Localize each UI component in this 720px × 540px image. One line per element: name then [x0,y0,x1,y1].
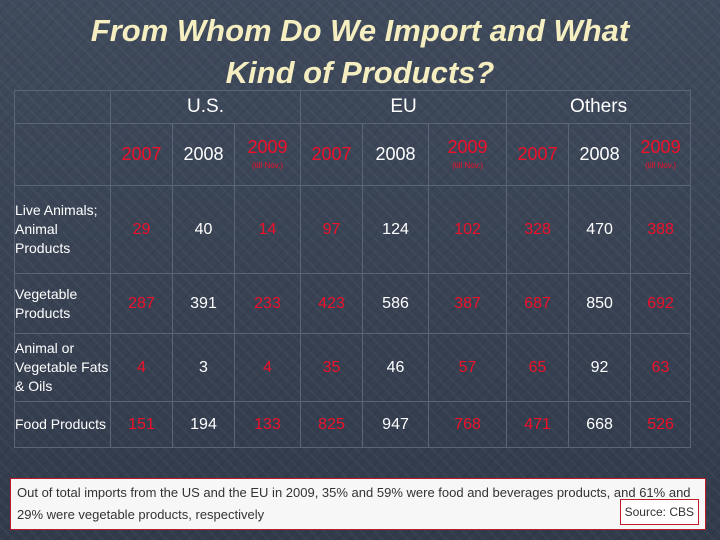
year-label: 2007 [311,144,352,164]
year-label: 2008 [579,144,620,164]
year-label: 2007 [517,144,558,164]
year-label: 2009 [247,137,288,157]
value-cell: 3 [172,333,235,402]
title-line-1: From Whom Do We Import and What [90,13,630,48]
region-header-eu: EU [300,90,508,124]
year-label: 2008 [375,144,416,164]
value-cell: 92 [568,333,632,402]
year-header: 2007 [110,123,173,186]
value-cell: 526 [630,401,692,448]
value-cell: 423 [300,273,364,334]
table-row: Food Products 151 194 133 825 947 768 471 668 526 [14,401,692,448]
value-cell: 233 [233,273,302,334]
value-cell: 29 [110,185,173,274]
footnote-box: Out of total imports from the US and the… [10,478,706,530]
row-label: Live Animals; Animal Products [14,185,111,274]
value-cell: 133 [233,401,302,448]
year-sublabel: (till Nov.) [452,161,484,170]
year-header-row: 2007 2008 2009 (till Nov.) 2007 2008 2009 (till… [14,123,692,186]
region-header-us: U.S. [109,90,302,124]
year-header: 2008 [172,123,235,186]
year-header: 2009 (till Nov.) [630,123,692,186]
value-cell: 63 [630,333,692,402]
value-cell: 947 [362,401,430,448]
table-row: Vegetable Products 287 391 233 423 586 387 687 8… [14,273,692,334]
year-sublabel: (till Nov.) [252,161,283,170]
table-row: Live Animals; Animal Products 29 40 14 97 124… [14,185,692,274]
value-cell: 850 [568,273,632,334]
slide-title: From Whom Do We Import and What Kind of … [0,10,720,94]
value-cell: 124 [362,185,430,274]
value-cell: 151 [110,401,173,448]
value-cell: 65 [506,333,570,402]
region-header-others: Others [506,90,692,124]
value-cell: 387 [428,273,508,334]
year-label: 2007 [121,144,162,164]
corner-cell [14,90,111,124]
value-cell: 825 [300,401,364,448]
imports-table: U.S. EU Others 2007 2008 2009 (till Nov.) 20… [14,90,692,448]
value-cell: 471 [506,401,570,448]
year-sublabel: (till Nov.) [645,161,677,170]
source-label: Source: CBS [619,499,699,525]
year-label: 2008 [183,144,224,164]
year-header: 2008 [568,123,632,186]
year-header: 2007 [300,123,364,186]
year-label: 2009 [447,137,488,157]
value-cell: 194 [172,401,235,448]
title-line-2: Kind of Products? [225,55,495,90]
value-cell: 328 [506,185,570,274]
year-header: 2009 (till Nov.) [233,123,302,186]
year-header: 2009 (till Nov.) [428,123,508,186]
value-cell: 40 [172,185,235,274]
value-cell: 586 [362,273,430,334]
value-cell: 388 [630,185,692,274]
value-cell: 470 [568,185,632,274]
value-cell: 46 [362,333,430,402]
table-body: Live Animals; Animal Products 29 40 14 97 124… [14,185,692,448]
table-row: Animal or Vegetable Fats & Oils 4 3 4 35 46 57… [14,333,692,402]
year-header: 2007 [506,123,570,186]
value-cell: 4 [110,333,173,402]
value-cell: 14 [233,185,302,274]
value-cell: 287 [110,273,173,334]
value-cell: 57 [428,333,508,402]
region-header-row: U.S. EU Others [14,90,692,124]
year-label: 2009 [640,137,681,157]
corner-cell-2 [14,123,111,186]
footnote-text: Out of total imports from the US and the… [17,485,691,522]
value-cell: 4 [233,333,302,402]
value-cell: 35 [300,333,364,402]
row-label: Animal or Vegetable Fats & Oils [14,333,111,402]
value-cell: 768 [428,401,508,448]
value-cell: 97 [300,185,364,274]
value-cell: 668 [568,401,632,448]
row-label: Vegetable Products [14,273,111,334]
value-cell: 692 [630,273,692,334]
row-label: Food Products [14,401,111,448]
value-cell: 391 [172,273,235,334]
year-header: 2008 [362,123,430,186]
value-cell: 687 [506,273,570,334]
value-cell: 102 [428,185,508,274]
